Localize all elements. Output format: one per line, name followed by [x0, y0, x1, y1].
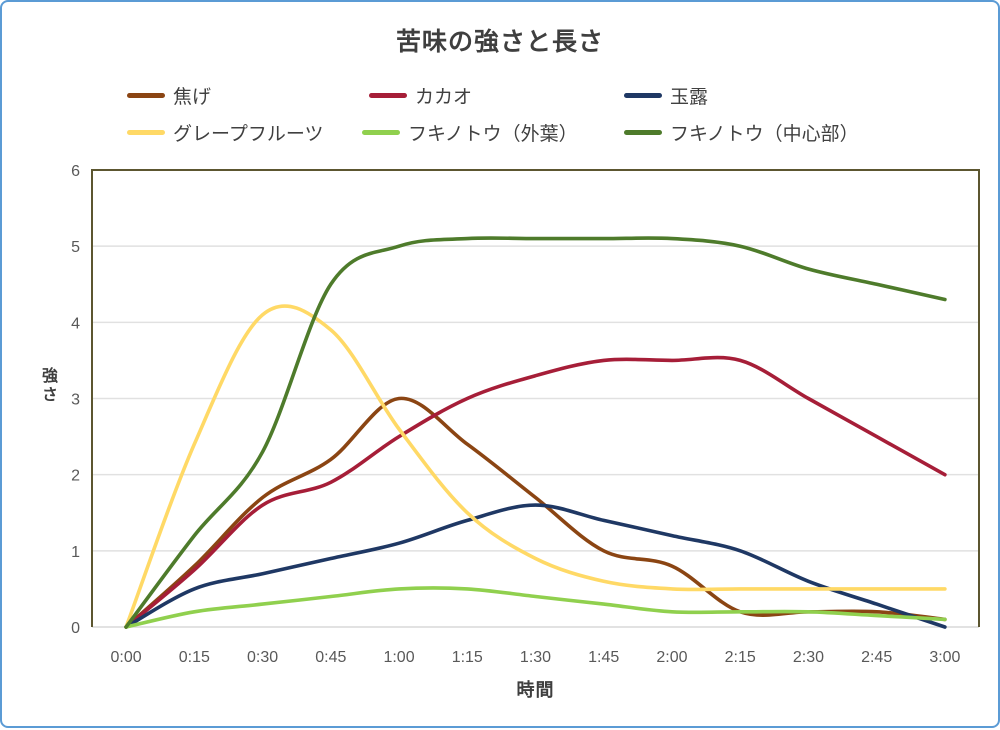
legend-label: 焦げ: [173, 86, 212, 108]
legend-swatch-grapefruit: [127, 129, 165, 135]
legend-label: カカオ: [415, 86, 473, 108]
legend-item-fukinoto-center: フキノトウ（中心部）: [624, 118, 859, 146]
legend-label: 玉露: [670, 86, 709, 108]
legend-swatch-koge: [127, 92, 165, 98]
series-line-fukinoto-center: [124, 236, 947, 629]
x-tick-label: 2:15: [725, 649, 756, 666]
x-tick-label: 2:00: [656, 649, 687, 666]
legend-label: グレープフルーツ: [173, 123, 324, 145]
series-line-grapefruit: [124, 304, 947, 629]
series-line-fukinoto-outer: [124, 586, 947, 629]
x-tick-label: 1:15: [452, 649, 483, 666]
y-tick-label: 6: [71, 163, 80, 180]
legend-item-grapefruit: グレープフルーツ: [127, 118, 323, 146]
series-line-gyokuro: [124, 503, 947, 629]
legend-item-gyokuro: 玉露: [624, 81, 708, 109]
legend: 焦げ カカオ 玉露 グレープフルーツ フキノトウ（外葉） フキノトウ（中心部）: [2, 2, 1000, 152]
y-tick-label: 2: [71, 468, 80, 485]
legend-item-fukinoto-outer: フキノトウ（外葉）: [362, 118, 578, 146]
legend-swatch-fukinoto-outer: [362, 129, 400, 135]
legend-label: フキノトウ（中心部）: [670, 123, 859, 145]
legend-swatch-fukinoto-center: [624, 129, 662, 135]
x-tick-label: 3:00: [929, 649, 960, 666]
y-tick-label: 0: [71, 620, 80, 637]
y-axis-title: 強さ: [39, 367, 56, 405]
x-tick-label: 1:30: [520, 649, 551, 666]
x-tick-label: 0:45: [315, 649, 346, 666]
x-tick-label: 2:30: [793, 649, 824, 666]
chart-title: 苦味の強さと長さ: [395, 28, 604, 56]
y-tick-label: 1: [71, 544, 80, 561]
x-tick-label: 1:00: [383, 649, 414, 666]
x-tick-label: 1:45: [588, 649, 619, 666]
legend-swatch-cacao: [369, 92, 407, 98]
y-tick-label: 4: [71, 315, 80, 332]
series-line-koge: [124, 396, 947, 629]
plot-border: [91, 169, 980, 627]
x-axis-title: 時間: [516, 680, 555, 700]
legend-item-cacao: カカオ: [369, 81, 472, 109]
x-tick-label: 0:30: [247, 649, 278, 666]
legend-swatch-gyokuro: [624, 92, 662, 98]
y-tick-label: 3: [71, 392, 80, 409]
legend-label: フキノトウ（外葉）: [408, 123, 578, 145]
x-tick-label: 0:15: [179, 649, 210, 666]
y-tick-label: 5: [71, 239, 80, 256]
series-line-cacao: [124, 355, 947, 629]
x-tick-label: 0:00: [111, 649, 142, 666]
legend-item-koge: 焦げ: [127, 81, 211, 109]
x-tick-label: 2:45: [861, 649, 892, 666]
